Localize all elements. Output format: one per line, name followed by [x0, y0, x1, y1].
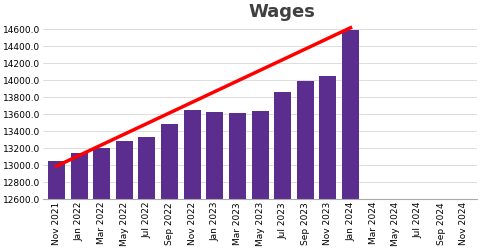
Bar	[297, 81, 314, 249]
Bar	[342, 30, 359, 249]
Bar	[161, 124, 178, 249]
Bar	[206, 112, 223, 249]
Bar	[48, 161, 65, 249]
Title: Wages: Wages	[248, 3, 315, 21]
Bar	[252, 111, 268, 249]
Bar	[274, 92, 291, 249]
Bar	[320, 76, 336, 249]
Bar	[184, 110, 201, 249]
Bar	[71, 152, 88, 249]
Bar	[229, 113, 246, 249]
Bar	[116, 141, 133, 249]
Bar	[93, 148, 110, 249]
Bar	[139, 137, 156, 249]
